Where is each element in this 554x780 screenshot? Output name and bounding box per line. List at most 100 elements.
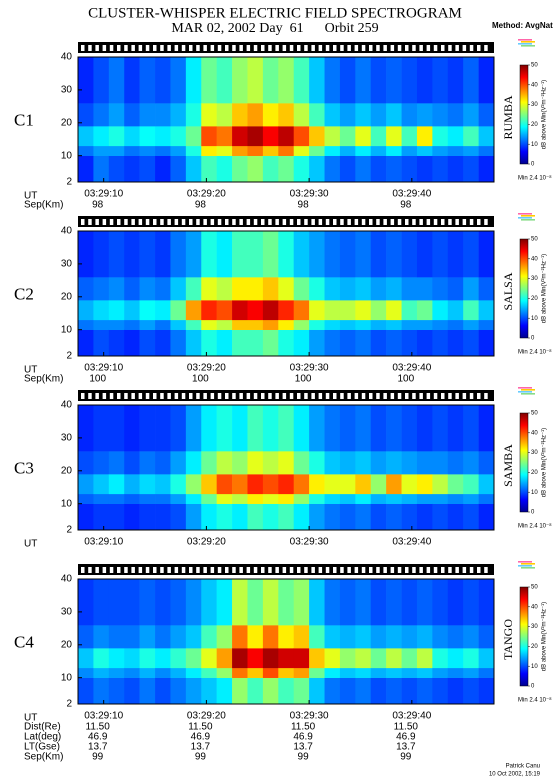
spectrogram-cell [155,329,171,357]
spectrogram-cell [447,625,464,649]
spectrogram-cell [447,145,464,156]
spectrogram-cell [108,474,125,495]
spectrogram-cell [309,677,325,705]
y-tick-label: 30 [61,433,73,444]
time-bar-tick [268,219,272,225]
spectrogram-cell [416,319,433,330]
spectrogram-cell [447,277,464,301]
spectrogram-cell [93,503,110,531]
time-bar-tick [81,567,85,573]
spectrogram-cell [463,103,479,127]
legend-swatch [518,391,532,393]
time-bar-tick [138,567,143,573]
y-tick-label: 2 [66,177,72,188]
spectrogram-cell [293,405,310,452]
time-bar-tick [95,393,99,399]
spectrogram-cell [170,126,187,147]
spectrogram-cell [201,231,217,278]
spectrogram-cell [355,667,372,678]
spectrogram-cell [324,231,341,278]
spectrogram-cell [386,277,402,301]
spectrogram-cell [416,103,433,127]
time-bar-tick [397,567,402,573]
time-bar-tick [239,567,243,573]
spectrogram-cell [324,126,341,147]
title: CLUSTER-WHISPER ELECTRIC FIELD SPECTROGR… [88,5,462,21]
spectrogram-cell [139,503,156,531]
ephemeris-value: 11.50 [291,722,316,733]
colorbar-tick-label: 0 [531,162,535,168]
spectrogram-cell [185,57,202,104]
spectrogram-cell [447,126,464,147]
spectrogram-cell [447,300,464,321]
ephemeris-value: 13.7 [396,742,416,753]
spectrogram-cell [124,405,140,452]
spectrogram-cell [386,677,402,705]
spectrogram-cell [324,493,341,504]
time-bar-tick [160,219,164,225]
y-tick-label: 10 [61,672,73,683]
spectrogram-cell [355,126,372,147]
credit: Patrick Canu [506,764,540,770]
spectrogram-cell [170,103,187,127]
spectrogram-cell [447,579,464,626]
time-bar-tick [426,45,431,51]
time-bar-tick [174,393,179,399]
spectrogram-cell [386,57,402,104]
spectrogram-cell [262,319,279,330]
time-bar-tick [484,45,488,51]
spectrogram-cell [139,474,156,495]
spectrogram-cell [278,277,295,301]
spectrogram-cell [401,474,418,495]
spectrogram-cell [401,145,418,156]
time-bar-tick [88,393,92,399]
spectrogram-cell [293,126,310,147]
spectrogram-cell [309,493,325,504]
time-bar-tick [469,567,474,573]
time-bar-tick [145,45,150,51]
ephemeris-value: 11.50 [188,722,213,733]
spectrogram-cell [416,677,433,705]
spectrogram-cell [170,493,187,504]
spectrogram-cell [78,329,94,357]
x-tick-label: 03:29:10 [84,189,123,200]
spectrogram-cell [355,405,372,452]
spectrogram-cell [232,503,248,531]
x-tick-label: 03:29:30 [290,711,329,722]
spectrogram-cell [185,667,202,678]
spectrogram-cell [324,329,341,357]
spectrogram-cell [355,493,372,504]
time-bar-tick [311,567,315,573]
spectrogram-cell [139,300,156,321]
ephemeris-value: 13.7 [191,742,211,753]
time-bar-tick [232,45,236,51]
spectrogram-cell [386,300,402,321]
spectrogram-cell [185,648,202,669]
spectrogram-cell [339,503,356,531]
time-bar-tick [117,219,121,225]
spectrogram-cell [339,103,356,127]
spectrogram-cell [293,579,310,626]
spectrogram-cell [170,300,187,321]
time-bar-tick [124,219,128,225]
spectrogram-cell [463,319,479,330]
spectrogram-cell [155,451,171,475]
spectrogram-cell [124,329,140,357]
spectrogram-cell [386,405,402,452]
spectrogram-cell [155,319,171,330]
plot-frame [77,578,495,705]
time-bar-tick [253,567,258,573]
spectrogram-cell [309,503,325,531]
spectrogram-cell [124,300,140,321]
time-bar-tick [383,393,387,399]
time-bar-tick [239,219,243,225]
spectrogram-cell [139,625,156,649]
spectrogram-cell [478,677,495,705]
spectrogram-cell [155,648,171,669]
time-bar-tick [246,219,251,225]
time-bar-tick [138,219,143,225]
spectrogram-cell [355,319,372,330]
spectrogram-cell [416,579,433,626]
time-bar-tick [297,393,301,399]
time-bar-tick [376,567,380,573]
